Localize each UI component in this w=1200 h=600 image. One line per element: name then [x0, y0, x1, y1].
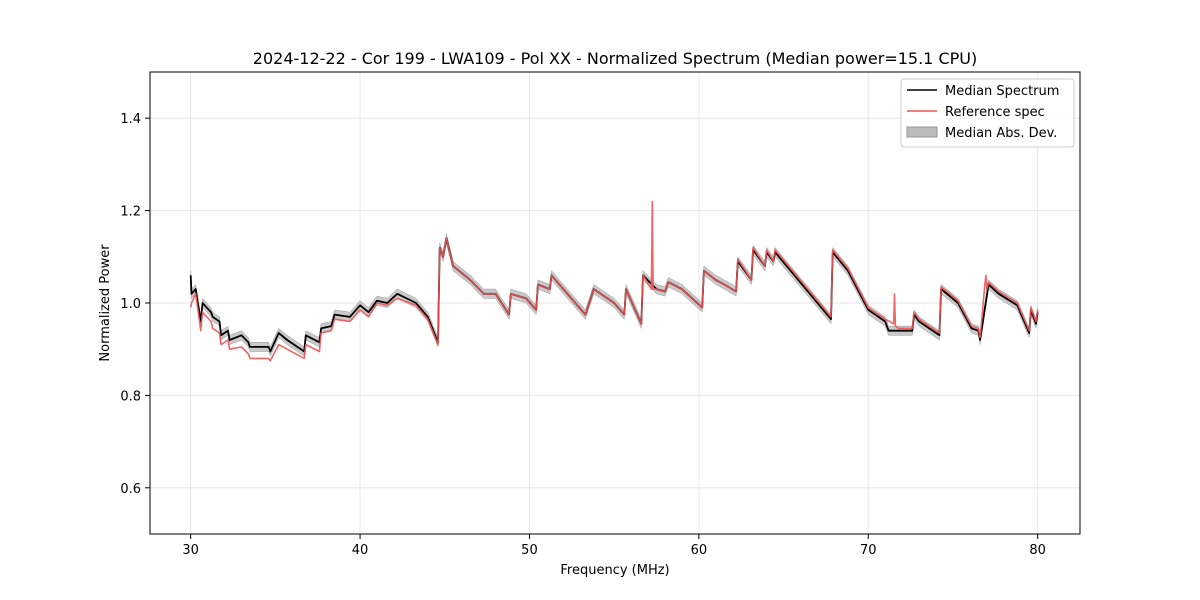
x-tick-label: 60: [691, 543, 708, 558]
legend-box: [900, 78, 1075, 148]
x-axis-label: Frequency (MHz): [560, 563, 669, 578]
y-tick-label: 0.8: [120, 389, 141, 404]
plot-area: [189, 200, 1039, 362]
y-tick-label: 0.6: [120, 482, 141, 497]
y-axis-label: Normalized Power: [98, 244, 113, 362]
x-tick-label: 80: [1029, 543, 1046, 558]
x-tick-label: 50: [521, 543, 538, 558]
reference-spec-line: [189, 200, 1039, 362]
x-tick-label: 70: [860, 543, 877, 558]
legend-mad-label: Median Abs. Dev.: [945, 126, 1057, 141]
x-axis: 30 40 50 60 70 80: [182, 534, 1046, 558]
y-tick-label: 1.4: [120, 112, 141, 127]
y-tick-label: 1.2: [120, 205, 141, 220]
y-tick-label: 1.0: [120, 297, 141, 312]
legend: Median Spectrum Reference spec Median Ab…: [900, 78, 1075, 148]
legend-mad-swatch: [906, 126, 938, 138]
legend-median-label: Median Spectrum: [945, 84, 1059, 99]
chart-title: 2024-12-22 - Cor 199 - LWA109 - Pol XX -…: [253, 49, 977, 68]
x-tick-label: 30: [182, 543, 199, 558]
legend-reference-label: Reference spec: [945, 105, 1045, 120]
x-tick-label: 40: [352, 543, 369, 558]
y-axis: 0.6 0.8 1.0 1.2 1.4: [120, 112, 150, 497]
